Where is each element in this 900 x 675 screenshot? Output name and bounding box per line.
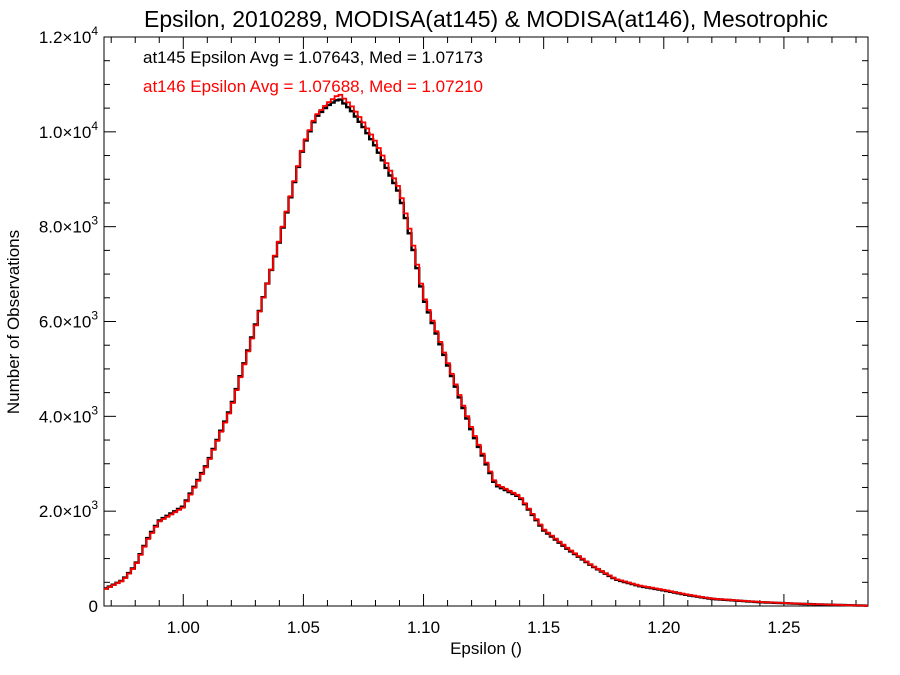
y-tick-label: 2.0×103 bbox=[39, 498, 98, 521]
annotation-at145: at145 Epsilon Avg = 1.07643, Med = 1.071… bbox=[143, 48, 483, 67]
plot-frame bbox=[103, 36, 869, 607]
x-axis-label: Epsilon () bbox=[450, 639, 522, 658]
x-tick-label: 1.15 bbox=[527, 618, 560, 637]
x-tick-label: 1.20 bbox=[647, 618, 680, 637]
series-layer bbox=[104, 93, 868, 607]
y-tick-label: 4.0×103 bbox=[39, 403, 98, 426]
y-tick-label: 6.0×103 bbox=[39, 309, 98, 332]
y-axis-label: Number of Observations bbox=[4, 230, 23, 414]
x-axis: 1.00 1.05 1.10 1.15 1.20 1.25 bbox=[110, 37, 857, 637]
x-tick-label: 1.10 bbox=[407, 618, 440, 637]
y-axis: 0 2.0×103 4.0×103 6.0×103 8.0×103 1.0×104 1.2×… bbox=[39, 24, 868, 616]
y-tick-label: 1.2×104 bbox=[39, 24, 98, 47]
y-tick-label: 0 bbox=[89, 597, 98, 616]
x-tick-label: 1.05 bbox=[287, 618, 320, 637]
chart-title: Epsilon, 2010289, MODISA(at145) & MODISA… bbox=[144, 6, 828, 32]
x-tick-label: 1.25 bbox=[767, 618, 800, 637]
series-at145-line bbox=[104, 98, 868, 607]
y-tick-label: 8.0×103 bbox=[39, 214, 98, 237]
y-tick-label: 1.0×104 bbox=[39, 119, 98, 142]
series-at146-line bbox=[104, 93, 868, 607]
annotation-at146: at146 Epsilon Avg = 1.07688, Med = 1.072… bbox=[143, 77, 483, 96]
x-tick-label: 1.00 bbox=[167, 618, 200, 637]
